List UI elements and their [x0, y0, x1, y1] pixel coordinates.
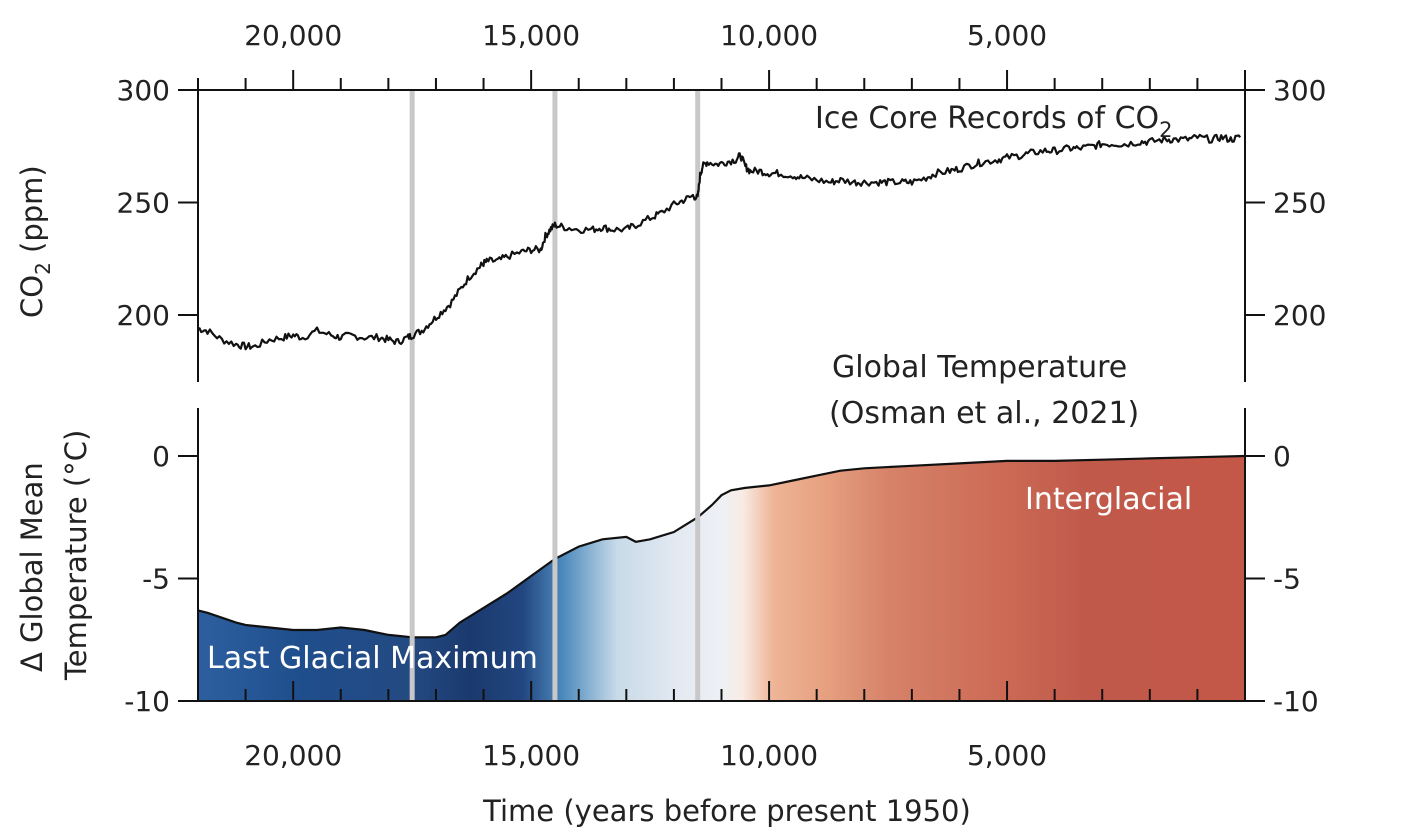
temp-right-y-tick-label: 0 [1273, 440, 1291, 473]
x-axis-title: Time (years before present 1950) [482, 794, 971, 828]
bottom-x-tick-label: 15,000 [482, 739, 580, 772]
bottom-x-tick-label: 20,000 [244, 739, 342, 772]
temp-left-y-tick-label: -5 [142, 563, 170, 596]
co2-axis-title-sub: 2 [31, 262, 55, 275]
last-glacial-maximum-label: Last Glacial Maximum [207, 641, 538, 676]
co2-panel-title: Ice Core Records of CO2 [815, 101, 1173, 142]
co2-axis-title-main: CO [15, 275, 49, 318]
tick-labels: 20,000 15,000 10,000 5,000 20,000 15,000 10,00… [117, 19, 1327, 772]
temp-axis-title-line2: Temperature (°C) [59, 430, 93, 681]
co2-right-y-tick-label: 200 [1273, 299, 1326, 332]
co2-panel-title-sub: 2 [1159, 118, 1172, 142]
temp-panel-title-line1: Global Temperature [832, 350, 1127, 385]
co2-right-y-tick-label: 250 [1273, 187, 1326, 220]
co2-axis-title: CO2 (ppm) [15, 165, 55, 318]
top-x-tick-label: 5,000 [967, 19, 1047, 52]
co2-left-y-tick-label: 250 [117, 187, 170, 220]
temp-right-y-tick-label: -10 [1273, 685, 1319, 718]
top-x-tick-label: 10,000 [720, 19, 818, 52]
temp-axis-title-line1: Δ Global Mean [15, 462, 49, 672]
co2-left-y-tick-label: 200 [117, 299, 170, 332]
co2-series-line [197, 133, 1242, 351]
temp-left-y-tick-label: 0 [152, 440, 170, 473]
co2-right-y-tick-label: 300 [1273, 74, 1326, 107]
bottom-x-tick-label: 5,000 [967, 739, 1047, 772]
temp-left-y-tick-label: -10 [124, 685, 170, 718]
top-x-tick-label: 20,000 [244, 19, 342, 52]
temp-right-y-tick-label: -5 [1273, 563, 1301, 596]
co2-left-y-tick-label: 300 [117, 74, 170, 107]
tick-marks [178, 70, 1265, 702]
bottom-x-tick-label: 10,000 [720, 739, 818, 772]
interglacial-label: Interglacial [1025, 482, 1192, 517]
temp-panel-title-line2: (Osman et al., 2021) [829, 396, 1139, 431]
co2-panel-title-main: Ice Core Records of CO [815, 101, 1159, 136]
co2-axis-title-units: (ppm) [15, 165, 49, 262]
top-x-tick-label: 15,000 [482, 19, 580, 52]
temperature-series-line [197, 454, 1246, 639]
